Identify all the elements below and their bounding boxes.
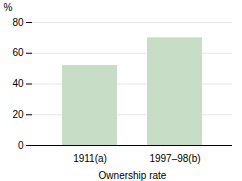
svg-text:40: 40 xyxy=(12,78,24,89)
svg-text:60: 60 xyxy=(12,47,24,58)
svg-text:80: 80 xyxy=(12,17,24,28)
svg-text:Ownership rate: Ownership rate xyxy=(99,170,167,181)
svg-text:1997–98(b): 1997–98(b) xyxy=(149,153,200,164)
svg-text:%: % xyxy=(4,2,13,13)
svg-text:0: 0 xyxy=(18,140,24,151)
svg-text:1911(a): 1911(a) xyxy=(73,153,107,164)
svg-text:20: 20 xyxy=(12,109,24,120)
